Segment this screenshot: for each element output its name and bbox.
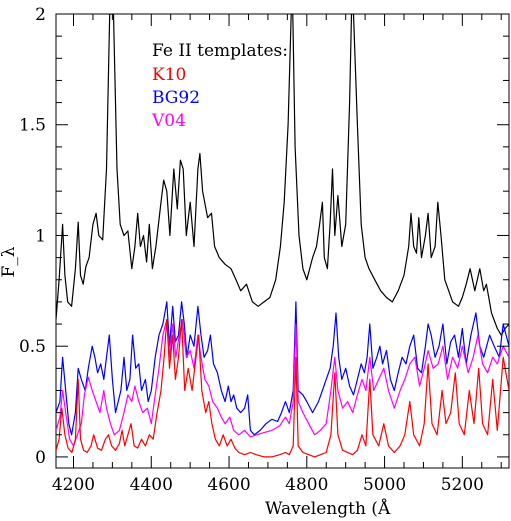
series-line-v04 [56,319,509,447]
y-tick-label: 0 [35,448,46,468]
legend-entry-v04: V04 [151,111,186,131]
plot-frame [55,13,510,469]
legend-title: Fe II templates: [152,41,288,61]
x-tick-label: 4800 [285,475,328,495]
y-tick-label: 1.5 [19,116,46,136]
legend: Fe II templates: K10 BG92 V04 [151,41,288,131]
series-lines [56,14,509,458]
y-tick-label: 1 [35,226,46,246]
x-tick-label: 5000 [363,475,406,495]
x-tick-label: 4400 [130,475,173,495]
x-tick-label: 4200 [52,475,95,495]
y-tick-label: 2 [35,5,46,25]
legend-entry-bg92: BG92 [152,88,200,108]
y-tick-label: 0.5 [19,337,46,357]
series-line-bg92 [56,301,509,436]
y-axis-label: F_λ [0,246,19,277]
x-tick-label: 4600 [207,475,250,495]
series-line-observed [56,14,509,336]
x-tick-label: 5200 [441,475,484,495]
series-line-k10 [56,319,509,458]
x-axis-label: Wavelength (Å [265,498,391,519]
legend-entry-k10: K10 [152,65,186,85]
axis-ticks [56,13,509,468]
axis-tick-labels: 4200 4400 4600 4800 5000 5200 0 0.5 1 1.5 2 [19,5,484,495]
